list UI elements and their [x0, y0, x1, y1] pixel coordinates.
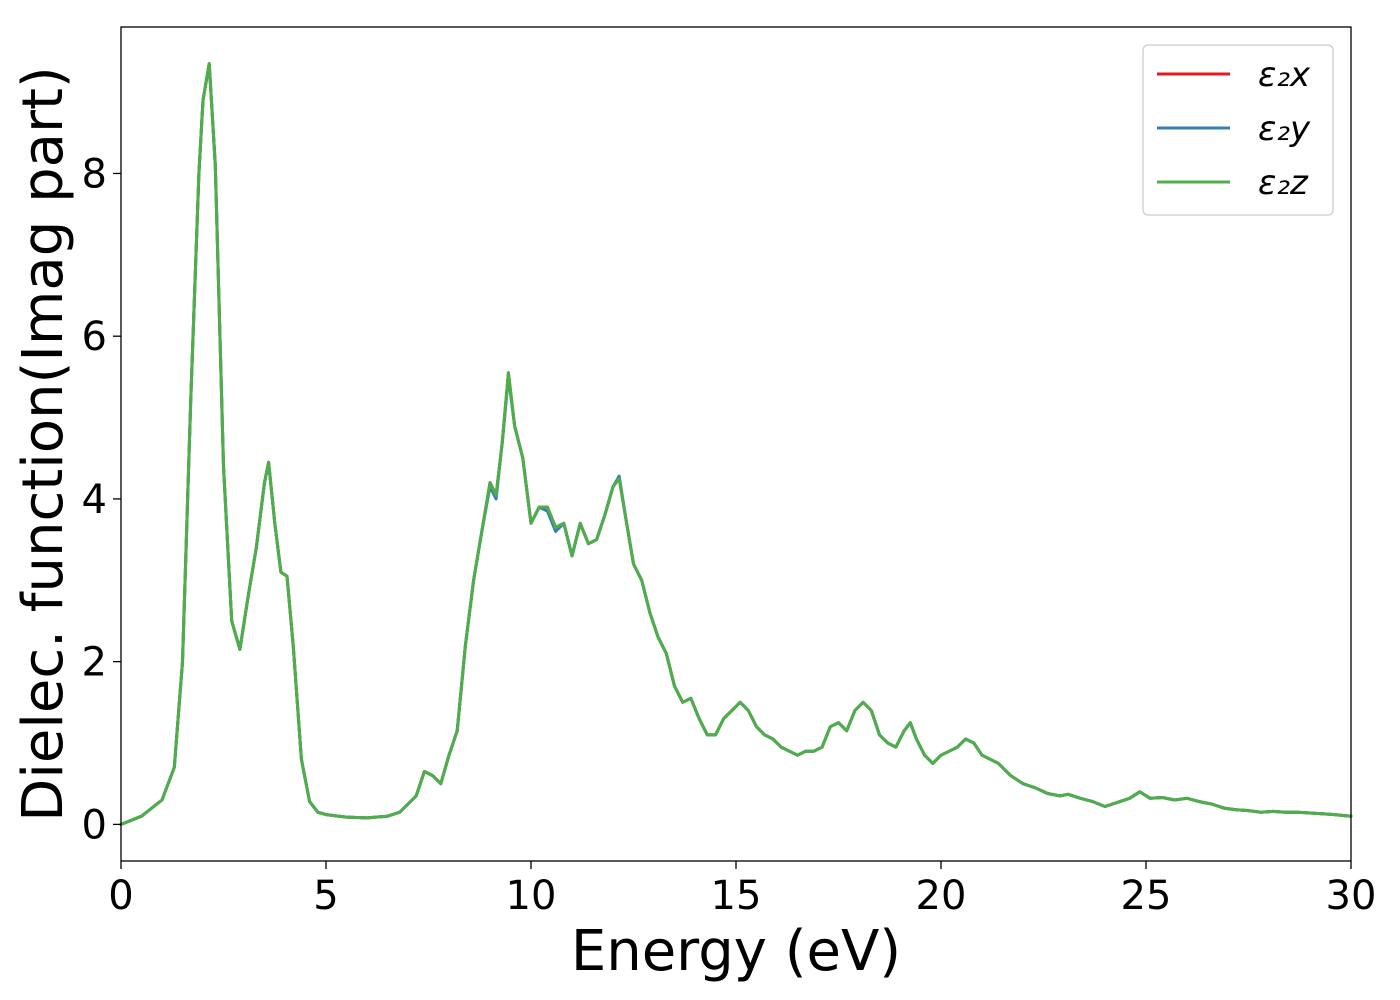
y-tick-label: 4: [82, 477, 107, 523]
series-line-2: [119, 62, 1353, 826]
x-tick-label: 30: [1326, 873, 1377, 919]
x-tick-label: 20: [916, 873, 967, 919]
x-axis: 0 5 10 15 20 25 30: [108, 861, 1376, 919]
y-tick-label: 0: [82, 802, 107, 848]
legend-label-1: ε₂y: [1258, 109, 1311, 149]
legend: ε₂x ε₂y ε₂z: [1142, 44, 1334, 216]
y-tick-label: 8: [82, 151, 107, 197]
y-tick-label: 6: [82, 314, 107, 360]
legend-label-2: ε₂z: [1258, 163, 1309, 203]
x-tick-label: 10: [506, 873, 557, 919]
y-tick-label: 2: [82, 640, 107, 686]
x-axis-title: Energy (eV): [571, 919, 901, 984]
series-layer: [119, 62, 1353, 826]
legend-label-0: ε₂x: [1258, 55, 1311, 95]
x-tick-label: 25: [1121, 873, 1172, 919]
x-tick-label: 0: [108, 873, 133, 919]
x-tick-label: 5: [313, 873, 338, 919]
x-tick-label: 15: [711, 873, 762, 919]
y-axis: 0 2 4 6 8: [82, 151, 121, 848]
legend-box: [1142, 44, 1334, 216]
y-axis-title: Dielec. function(Imag part): [11, 66, 76, 822]
